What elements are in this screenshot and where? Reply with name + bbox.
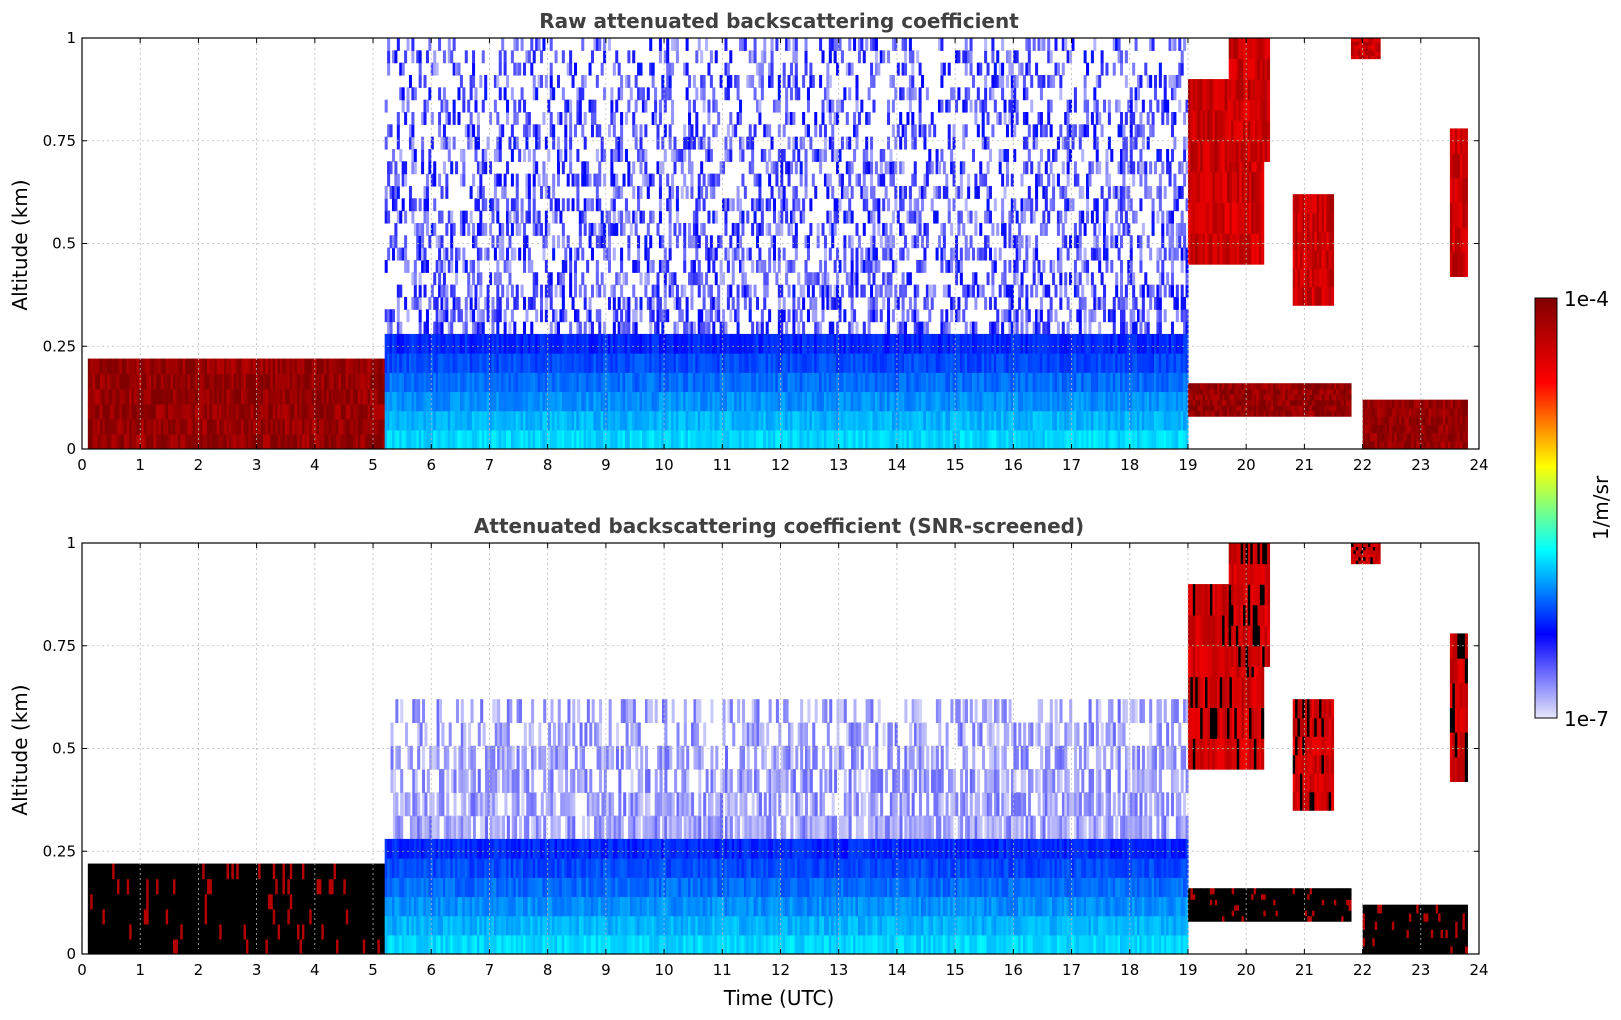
y-tick-label: 0	[66, 945, 76, 963]
feature-cloud	[1350, 543, 1381, 565]
x-tick-label: 7	[485, 961, 495, 979]
feature-dense-aerosol-layer	[1362, 399, 1468, 449]
feature-dense-aerosol-layer	[87, 863, 386, 954]
top-heatmap-panel: 0 1 2 3 4 5 6 7 8 9 10 11 12 13 14 15 16 17 18 19 20 21 22 23 24…	[43, 29, 1489, 474]
feature-dense-aerosol-layer	[1187, 888, 1352, 922]
feature-cloud	[1292, 699, 1335, 811]
y-tick-label: 0.25	[43, 842, 76, 860]
y-tick-label: 0.5	[52, 740, 76, 758]
feature-cloud	[1228, 543, 1271, 667]
x-tick-label: 18	[1120, 456, 1139, 474]
x-tick-label: 9	[601, 456, 611, 474]
feature-cloud	[1292, 194, 1335, 306]
y-tick-label: 0	[66, 440, 76, 458]
x-tick-label: 9	[601, 961, 611, 979]
x-tick-label: 18	[1120, 961, 1139, 979]
y-tick-label: 0.75	[43, 637, 76, 655]
x-tick-label: 17	[1062, 456, 1081, 474]
x-axis-label: Time (UTC)	[723, 986, 835, 1010]
bottom-chart-title: Attenuated backscattering coefficient (S…	[474, 514, 1084, 538]
x-tick-label: 14	[887, 456, 906, 474]
x-tick-label: 15	[946, 456, 965, 474]
colorbar-max-label: 1e-4	[1564, 287, 1609, 311]
x-tick-label: 10	[655, 961, 674, 979]
feature-dense-aerosol-layer	[1187, 383, 1352, 417]
feature-boundary-layer	[384, 838, 1189, 954]
feature-dense-aerosol-layer	[87, 358, 386, 449]
x-tick-label: 11	[713, 456, 732, 474]
feature-dense-aerosol-layer	[1362, 904, 1468, 954]
feature-cloud	[1449, 633, 1468, 782]
colorbar-bar	[1534, 297, 1558, 719]
x-tick-label: 11	[713, 961, 732, 979]
x-tick-label: 23	[1411, 961, 1430, 979]
bottom-y-axis-label: Altitude (km)	[8, 684, 32, 815]
x-tick-label: 17	[1062, 961, 1081, 979]
colorbar-min-label: 1e-7	[1564, 707, 1609, 731]
top-chart-title: Raw attenuated backscattering coefficien…	[539, 9, 1019, 33]
x-tick-label: 12	[771, 456, 790, 474]
x-tick-label: 14	[887, 961, 906, 979]
x-tick-label: 23	[1411, 456, 1430, 474]
x-tick-label: 15	[946, 961, 965, 979]
x-tick-label: 20	[1237, 961, 1256, 979]
x-tick-label: 21	[1295, 961, 1314, 979]
x-tick-label: 3	[252, 456, 262, 474]
feature-cloud	[1449, 128, 1468, 277]
feature-boundary-layer	[384, 333, 1189, 449]
x-tick-label: 22	[1353, 961, 1372, 979]
x-tick-label: 8	[543, 456, 553, 474]
x-tick-label: 10	[655, 456, 674, 474]
x-tick-label: 12	[771, 961, 790, 979]
x-tick-label: 0	[77, 456, 87, 474]
x-tick-label: 5	[368, 456, 378, 474]
x-tick-label: 20	[1237, 456, 1256, 474]
x-tick-label: 22	[1353, 456, 1372, 474]
colorbar: 1e-4 1e-7 1/m/sr	[1534, 287, 1613, 731]
feature-noise-above-boundary-layer	[384, 38, 1189, 335]
x-tick-label: 1	[135, 456, 145, 474]
feature-cloud	[1228, 38, 1271, 162]
x-tick-label: 1	[135, 961, 145, 979]
y-tick-label: 0.75	[43, 132, 76, 150]
bottom-heatmap-panel: 0 1 2 3 4 5 6 7 8 9 10 11 12 13 14 15 16 17 18 19 20 21 22 23 24…	[43, 534, 1489, 979]
x-tick-label: 2	[194, 456, 204, 474]
x-tick-label: 19	[1178, 456, 1197, 474]
heatmap-area	[82, 543, 1479, 954]
x-tick-label: 13	[829, 961, 848, 979]
x-tick-label: 6	[426, 961, 436, 979]
x-tick-label: 16	[1004, 961, 1023, 979]
x-tick-label: 6	[426, 456, 436, 474]
x-tick-label: 16	[1004, 456, 1023, 474]
y-tick-label: 1	[66, 29, 76, 47]
colorbar-unit-label: 1/m/sr	[1589, 475, 1613, 540]
x-tick-label: 8	[543, 961, 553, 979]
y-tick-label: 0.5	[52, 235, 76, 253]
x-tick-label: 4	[310, 961, 320, 979]
x-tick-label: 5	[368, 961, 378, 979]
y-tick-label: 0.25	[43, 337, 76, 355]
feature-cloud	[1350, 38, 1381, 60]
x-tick-label: 3	[252, 961, 262, 979]
x-tick-label: 19	[1178, 961, 1197, 979]
x-tick-label: 13	[829, 456, 848, 474]
x-tick-label: 0	[77, 961, 87, 979]
x-tick-label: 24	[1469, 456, 1488, 474]
x-tick-label: 2	[194, 961, 204, 979]
x-tick-label: 21	[1295, 456, 1314, 474]
feature-faint-residual-layer	[390, 699, 1189, 840]
x-tick-label: 4	[310, 456, 320, 474]
top-y-axis-label: Altitude (km)	[8, 179, 32, 310]
x-tick-label: 7	[485, 456, 495, 474]
x-tick-label: 24	[1469, 961, 1488, 979]
y-tick-label: 1	[66, 534, 76, 552]
